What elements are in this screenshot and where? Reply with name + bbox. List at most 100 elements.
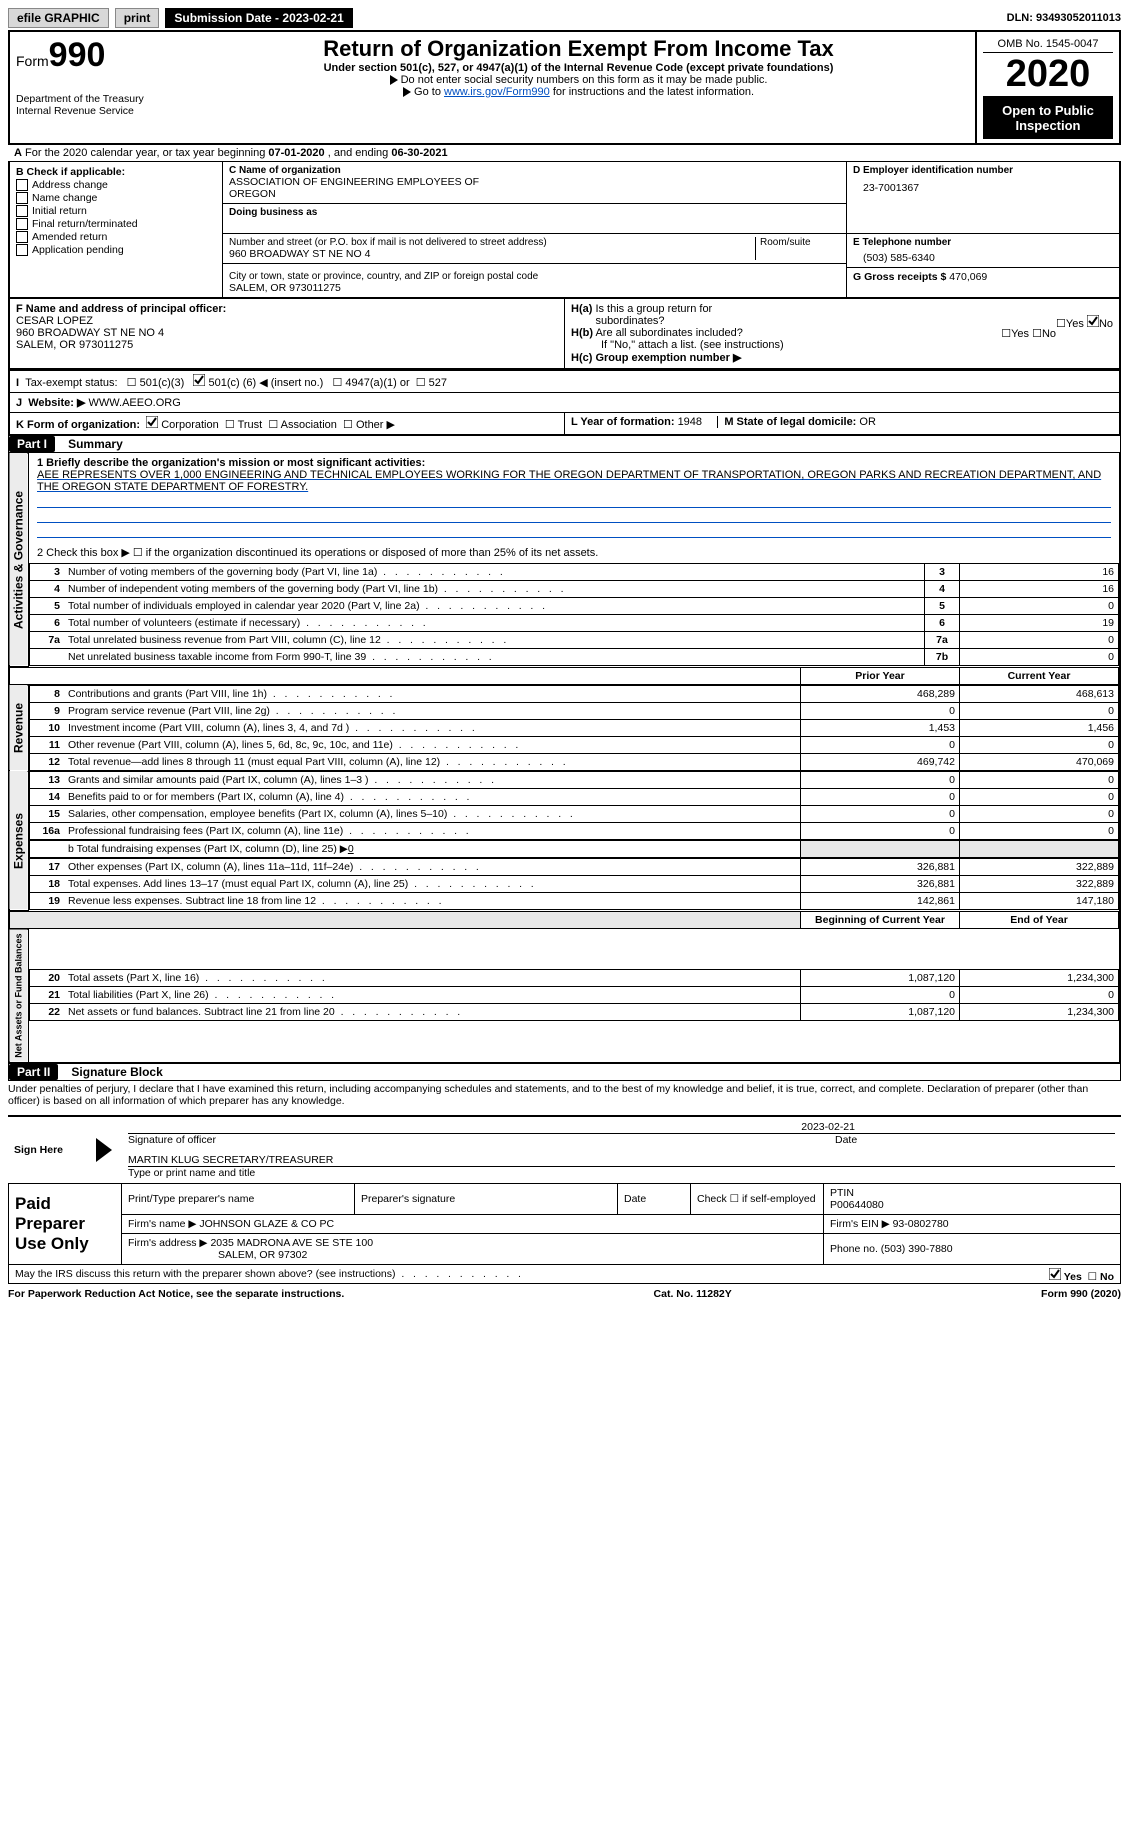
- current-year-header: Current Year: [960, 667, 1119, 684]
- chk-label: Name change: [32, 192, 97, 204]
- org-name-1: ASSOCIATION OF ENGINEERING EMPLOYEES OF: [229, 176, 840, 188]
- h-b-note: If "No," attach a list. (see instruction…: [571, 339, 1113, 351]
- sidetab-revenue: Revenue: [9, 685, 29, 771]
- subtitle: Under section 501(c), 527, or 4947(a)(1)…: [188, 62, 969, 74]
- eoy-header: End of Year: [960, 911, 1119, 928]
- sidetab-governance: Activities & Governance: [9, 453, 29, 666]
- check-app-pending[interactable]: Application pending: [16, 244, 216, 256]
- chk-label: Final return/terminated: [32, 218, 138, 230]
- yes-label: Yes: [1066, 318, 1084, 330]
- line-a: A For the 2020 calendar year, or tax yea…: [8, 145, 1121, 162]
- 501c3-label: 501(c)(3): [140, 377, 185, 389]
- omb-number: OMB No. 1545-0047: [983, 36, 1113, 53]
- current-year-val: 0: [960, 703, 1119, 720]
- chk-label: Amended return: [32, 231, 107, 243]
- check-initial-return[interactable]: Initial return: [16, 205, 216, 217]
- prior-year-header: Prior Year: [801, 667, 960, 684]
- sig-date-label: Date: [835, 1134, 1115, 1146]
- line-no: 19: [30, 893, 65, 910]
- city-label: City or town, state or province, country…: [229, 271, 840, 282]
- status-block: I Tax-exempt status: ☐ 501(c)(3) 501(c) …: [8, 370, 1121, 436]
- line-desc: Total expenses. Add lines 13–17 (must eq…: [64, 876, 801, 893]
- irs-link[interactable]: www.irs.gov/Form990: [444, 86, 550, 98]
- form-header-table: Form990 Department of the Treasury Inter…: [8, 30, 1121, 145]
- line-no: 12: [30, 754, 65, 771]
- line-no: 9: [30, 703, 65, 720]
- part-1-header: Part I Summary: [8, 436, 1121, 453]
- check-final-return[interactable]: Final return/terminated: [16, 218, 216, 230]
- firm-ein-label: Firm's EIN ▶: [830, 1218, 893, 1230]
- part2-title: Signature Block: [61, 1063, 172, 1081]
- chk-label: Initial return: [32, 205, 87, 217]
- line-desc: Revenue less expenses. Subtract line 18 …: [64, 893, 801, 910]
- street-address: 960 BROADWAY ST NE NO 4: [229, 248, 755, 260]
- check-address-change[interactable]: Address change: [16, 179, 216, 191]
- h-a-row: H(a) Is this a group return for subordin…: [571, 303, 1113, 327]
- prep-name-label: Print/Type preparer's name: [122, 1183, 355, 1214]
- top-toolbar: efile GRAPHIC print Submission Date - 20…: [8, 8, 1121, 28]
- prep-sig-label: Preparer's signature: [355, 1183, 618, 1214]
- line-no: 13: [30, 772, 65, 789]
- i-label: I: [16, 377, 19, 389]
- line-no: 14: [30, 789, 65, 806]
- print-button[interactable]: print: [115, 8, 160, 28]
- mission-line: [37, 493, 1111, 508]
- officer-label: F Name and address of principal officer:: [16, 303, 226, 315]
- line-no: 18: [30, 876, 65, 893]
- other-label: Other ▶: [356, 419, 395, 431]
- current-year-val: 0: [960, 823, 1119, 840]
- netassets-table: 20 Total assets (Part X, line 16) 1,087,…: [29, 969, 1119, 1021]
- check-name-change[interactable]: Name change: [16, 192, 216, 204]
- checkbox-icon[interactable]: [16, 244, 28, 256]
- prior-year-val: 0: [801, 789, 960, 806]
- check-amended[interactable]: Amended return: [16, 231, 216, 243]
- line-desc: Professional fundraising fees (Part IX, …: [64, 823, 801, 840]
- prep-date-label: Date: [618, 1183, 691, 1214]
- checkbox-icon[interactable]: [16, 192, 28, 204]
- current-year-val: 468,613: [960, 686, 1119, 703]
- prior-year-val: 468,289: [801, 686, 960, 703]
- tax-year: 2020: [983, 53, 1113, 97]
- dln-label: DLN:: [1007, 12, 1036, 24]
- line-desc: Benefits paid to or for members (Part IX…: [64, 789, 801, 806]
- current-year-val: 0: [960, 806, 1119, 823]
- h-c-label: H(c) Group exemption number ▶: [571, 352, 741, 364]
- checkbox-icon[interactable]: [16, 231, 28, 243]
- line-val: 0: [960, 598, 1119, 615]
- city-value: SALEM, OR 973011275: [229, 282, 840, 294]
- current-year-val: 322,889: [960, 876, 1119, 893]
- paid-preparer-block: Paid Preparer Use Only Print/Type prepar…: [8, 1183, 1121, 1265]
- part1-body: Activities & Governance 1 Briefly descri…: [8, 453, 1121, 1064]
- main-title: Return of Organization Exempt From Incom…: [188, 36, 969, 62]
- no-label: No: [1042, 328, 1056, 340]
- line-desc: Contributions and grants (Part VIII, lin…: [64, 686, 801, 703]
- form-label: Form990: [16, 53, 105, 69]
- year-formation: 1948: [678, 416, 702, 428]
- line-box: 3: [925, 564, 960, 581]
- firm-addr-label: Firm's address ▶: [128, 1237, 210, 1249]
- page-footer: For Paperwork Reduction Act Notice, see …: [8, 1288, 1121, 1300]
- checkbox-icon[interactable]: [16, 179, 28, 191]
- line-a-text2: , and ending: [328, 147, 392, 159]
- chk-label: Address change: [32, 179, 108, 191]
- line-no: 5: [30, 598, 65, 615]
- current-year-val: 322,889: [960, 859, 1119, 876]
- expenses-table-2: 17 Other expenses (Part IX, column (A), …: [29, 858, 1119, 910]
- discuss-label: May the IRS discuss this return with the…: [15, 1268, 396, 1280]
- submission-date-pill: Submission Date - 2023-02-21: [165, 8, 352, 28]
- box-b: B Check if applicable: Address change Na…: [9, 162, 223, 298]
- line-no: 17: [30, 859, 65, 876]
- assoc-label: Association: [281, 419, 337, 431]
- prior-year-val: 0: [801, 823, 960, 840]
- part2-label: Part II: [9, 1064, 58, 1080]
- part1-label: Part I: [9, 436, 55, 452]
- checked-icon: [1049, 1268, 1061, 1280]
- checked-icon: [146, 416, 158, 428]
- prior-year-val: 326,881: [801, 876, 960, 893]
- efile-button[interactable]: efile GRAPHIC: [8, 8, 109, 28]
- checkbox-icon[interactable]: [16, 218, 28, 230]
- dln-value: 93493052011013: [1036, 12, 1121, 24]
- checkbox-icon[interactable]: [16, 205, 28, 217]
- 4947-label: 4947(a)(1) or: [345, 377, 409, 389]
- triangle-icon: [390, 75, 398, 85]
